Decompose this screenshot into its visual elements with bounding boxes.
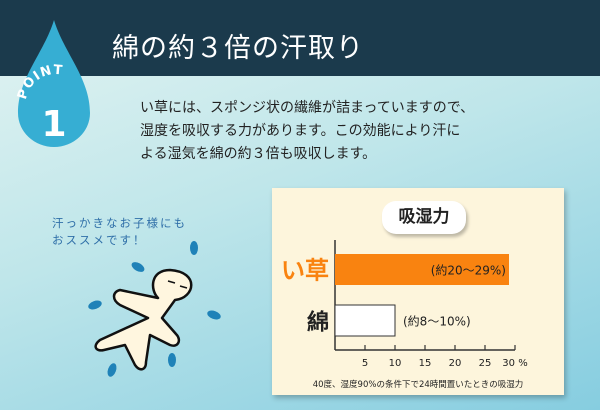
x-tick-label: 15: [419, 358, 432, 369]
absorption-chart-panel: 5 10 15 20 25 30 % い草 (約20～29%) 綿 (約8～10%) 吸湿力 40…: [272, 188, 564, 395]
x-tick-label: 5: [362, 358, 368, 369]
bar-0: [335, 254, 509, 285]
category-label: 綿: [307, 310, 329, 336]
x-tick-label: 20: [449, 358, 462, 369]
data-label: (約8～10%): [403, 314, 471, 329]
category-label: い草: [281, 257, 329, 285]
note-line: 汗っかきなお子様にも: [52, 216, 187, 230]
header-band: 綿の約３倍の汗取り: [0, 0, 600, 76]
body-line: い草には、スポンジ状の繊維が詰まっていますので、: [140, 100, 475, 116]
note-line: おススメです！: [52, 233, 147, 247]
x-tick-label: 10: [389, 358, 402, 369]
body-text: い草には、スポンジ状の繊維が詰まっていますので、 湿度を吸収する力があります。こ…: [140, 97, 560, 166]
point-badge-drop-icon: POINT 1: [15, 20, 90, 147]
recommend-note: 汗っかきなお子様にも おススメです！: [52, 215, 187, 249]
x-tick-label: 25: [479, 358, 492, 369]
x-tick-label: 30 %: [502, 358, 527, 369]
body-line: よる湿気を綿の約３倍も吸収します。: [140, 146, 377, 162]
sweating-child-illustration: [88, 241, 221, 377]
absorption-chart: 5 10 15 20 25 30 % い草 (約20～29%) 綿 (約8～10%): [281, 240, 528, 369]
chart-caption: 40度、湿度90%の条件下で24時間置いたときの吸湿力: [312, 380, 524, 390]
point-badge-number: 1: [41, 104, 66, 145]
data-label: (約20～29%): [431, 263, 506, 278]
page-title: 綿の約３倍の汗取り: [112, 33, 364, 64]
sweat-drops-icon: [88, 241, 221, 377]
chart-title: 吸湿力: [382, 201, 466, 234]
body-line: 湿度を吸収する力があります。この効能により汗に: [140, 123, 461, 139]
bar-1: [334, 304, 396, 337]
